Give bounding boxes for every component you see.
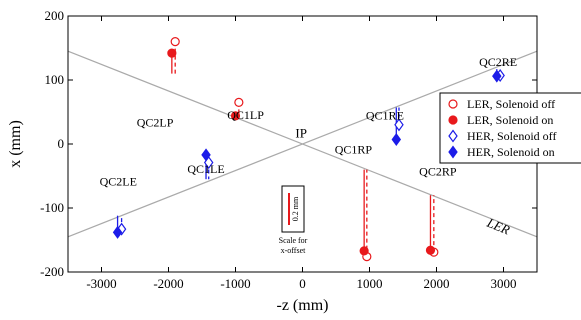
x-tick-label-4: 1000 [357,276,383,291]
ip-label: IP [295,126,307,141]
legend-text-4: HER, Solenoid on [467,145,555,159]
point-series4-1 [112,225,123,239]
legend-marker-4 [448,145,458,159]
legend-text-1: LER, Solenoid off [467,97,555,111]
magnet-labels: QC2LP QC1LP QC1RE QC2RE QC1RP QC2RP QC2LE QC1LE [100,55,518,189]
point-series2-3 [359,246,369,256]
point-series2-1 [167,48,177,58]
legend-box [439,92,581,164]
point-series2-2 [230,111,241,121]
magnet-label-qc2lp: QC2LP [137,116,174,130]
magnet-label-qc2re: QC2RE [479,55,517,69]
x-tick-label-3: 0 [299,276,306,291]
magnet-label-qc1re: QC1RE [366,109,404,123]
legend-marker-3 [448,129,458,143]
scale-bar-text: 0.2 mm [291,196,300,221]
point-series4-3 [391,132,402,147]
point-series1-2 [234,97,244,108]
y-tick-label-3: 100 [45,72,65,87]
y-axis-label: x (mm) [7,120,24,168]
magnet-label-qc2rp: QC2RP [419,164,457,178]
y-tick-label-1: -100 [40,200,64,215]
magnet-label-qc1rp: QC1RP [335,143,373,157]
beamline-ler [67,50,538,238]
magnet-label-qc1le: QC1LE [187,162,224,176]
x-axis-label: -z (mm) [277,297,329,314]
legend-marker-2 [448,115,458,125]
legend-text-2: LER, Solenoid on [467,113,553,127]
magnet-label-qc1lp: QC1LP [227,108,264,122]
y-tick-label-2: 0 [58,136,65,151]
point-series4-4 [492,69,502,83]
legend-marker-1 [448,99,458,109]
x-tick-label-0: -3000 [86,276,116,291]
x-tick-label-1: -2000 [153,276,183,291]
legend: LER, Solenoid off LER, Solenoid on HER, So… [439,92,581,164]
legend-text-3: HER, Solenoid off [467,129,556,143]
point-series4-2 [201,148,211,162]
y-tick-label-4: 200 [45,8,65,23]
x-tick-label-2: -1000 [220,276,250,291]
scale-caption-2: x-offset [281,246,307,255]
point-series1-1 [170,36,180,47]
point-series3-3 [394,118,404,132]
y-tick-label-0: -200 [40,264,64,279]
data-points [112,36,505,262]
axis-ticks: -3000 -2000 -1000 0 1000 2000 3000-200-1000100… [40,8,537,291]
magnet-label-qc2le: QC2LE [100,175,137,189]
x-tick-label-6: 3000 [491,276,517,291]
scale-caption-1: Scale for [279,236,308,245]
point-series2-4 [425,245,436,255]
scale-box-frame [281,185,305,233]
x-tick-label-5: 2000 [424,276,450,291]
